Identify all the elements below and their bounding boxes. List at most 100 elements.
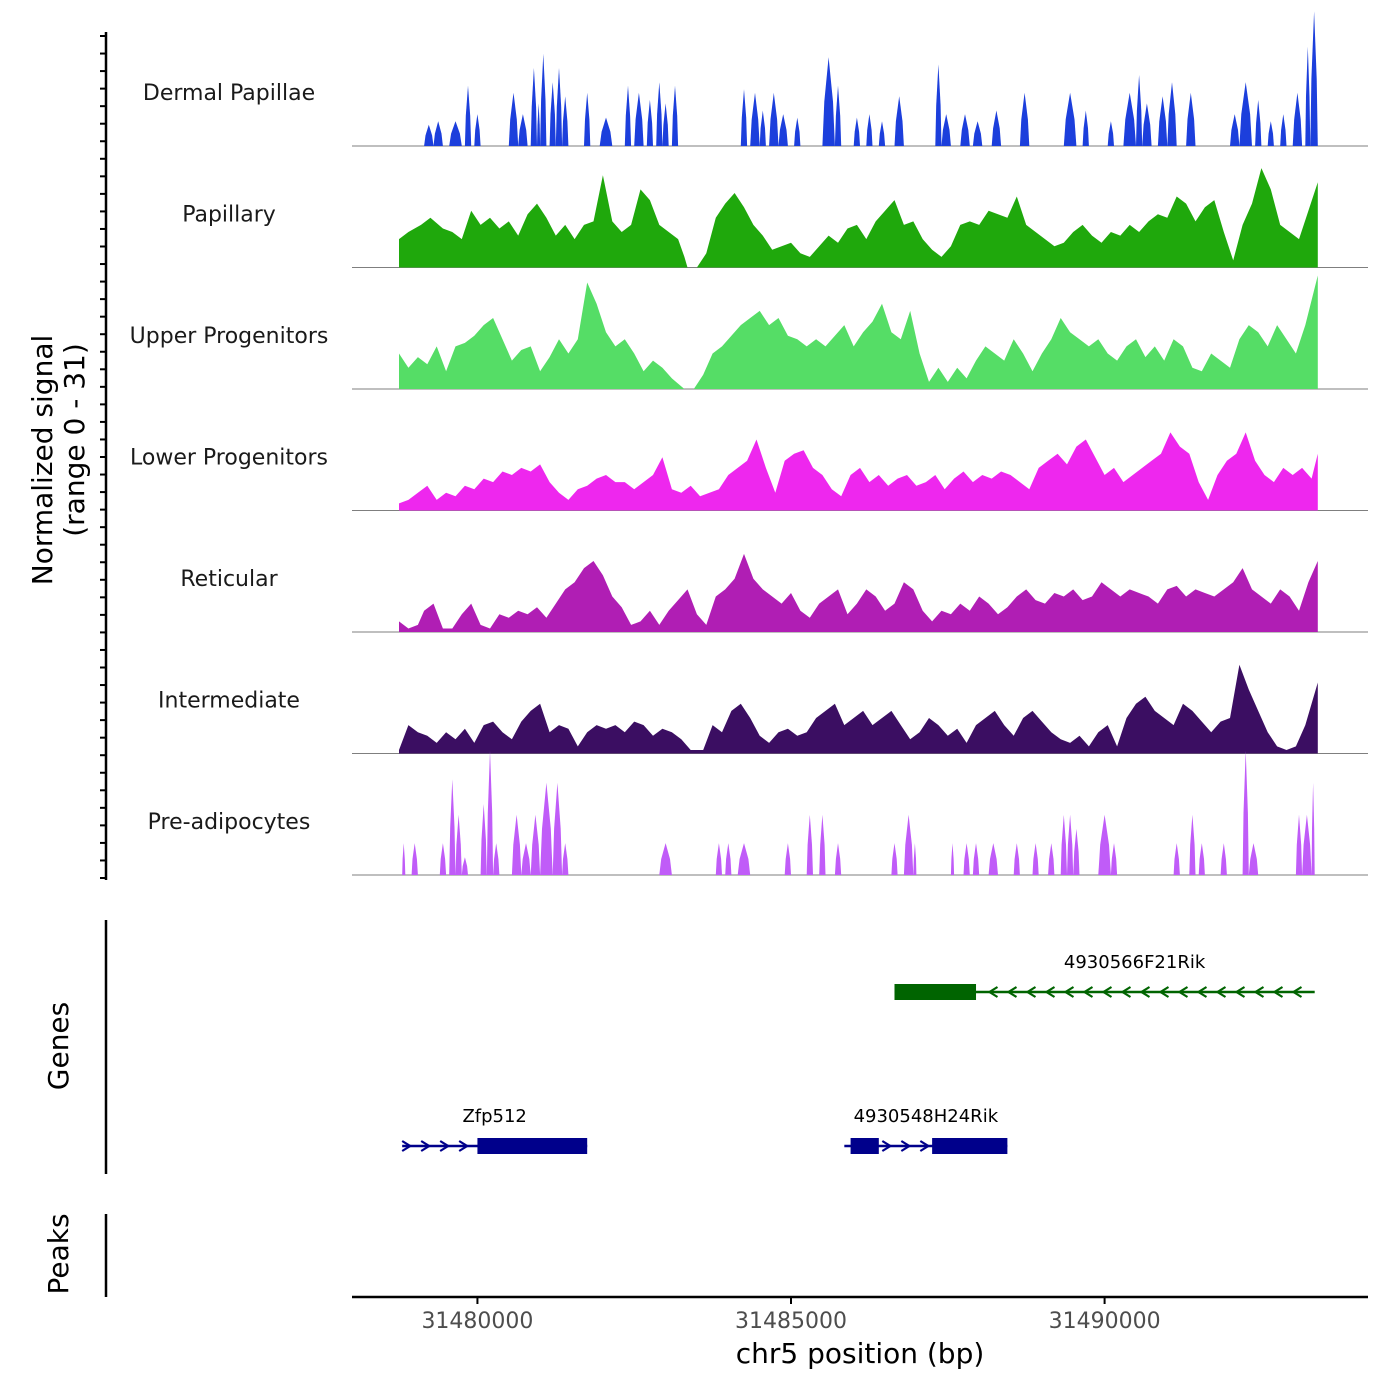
signal-peak <box>903 814 914 875</box>
signal-peak <box>1063 92 1077 146</box>
signal-peak <box>822 57 835 146</box>
signal-peak <box>891 843 898 875</box>
signal-peak <box>1173 843 1180 875</box>
signal-peak <box>537 103 541 146</box>
signal-peak <box>1239 82 1252 146</box>
signal-peak <box>894 96 904 146</box>
track-reticular: Reticular <box>180 553 1368 633</box>
y-axis-title-line1: Normalized signal <box>26 335 59 586</box>
track-lower-progenitors: Lower Progenitors <box>130 432 1368 511</box>
signal-peak <box>508 92 519 146</box>
gene-label: 4930548H24Rik <box>854 1106 999 1127</box>
signal-peak <box>913 843 917 875</box>
signal-peak <box>455 814 462 875</box>
signal-peak <box>584 92 591 146</box>
track-intermediate: Intermediate <box>158 664 1368 754</box>
gene-label: 4930566F21Rik <box>1064 952 1206 973</box>
signal-peak <box>461 857 468 875</box>
signal-peak <box>433 121 443 146</box>
signal-peak <box>834 843 842 875</box>
signal-peak <box>1292 92 1303 146</box>
strand-arrow-icon <box>900 1140 912 1152</box>
strand-arrow-icon <box>1006 986 1018 998</box>
gene-label: Zfp512 <box>462 1106 526 1127</box>
signal-peak <box>662 103 669 146</box>
signal-peak <box>1311 782 1315 875</box>
signal-peak <box>1189 814 1196 875</box>
strand-arrow-icon <box>420 1140 432 1152</box>
x-axis: 31480000 31485000 31490000 <box>352 1295 1368 1334</box>
strand-arrow-icon <box>987 986 999 998</box>
signal-peak <box>540 782 553 875</box>
signal-peak <box>1048 843 1055 875</box>
signal-peak <box>878 121 886 146</box>
signal-peak <box>449 779 456 875</box>
signal-peak <box>784 843 791 875</box>
gene-exon <box>932 1138 1008 1154</box>
left-axes <box>100 32 108 1297</box>
signal-peak <box>972 121 983 146</box>
strand-arrow-icon <box>1272 986 1284 998</box>
x-tick-label: 31490000 <box>1049 1309 1161 1334</box>
signal-peak <box>988 843 998 875</box>
signal-peak <box>1098 814 1111 875</box>
strand-arrow-icon <box>1082 986 1094 998</box>
signal-peak <box>1032 843 1039 875</box>
signal-peak <box>1142 103 1152 146</box>
strand-arrow-icon <box>1025 986 1037 998</box>
signal-peak <box>1136 75 1143 146</box>
strand-arrow-icon <box>1158 986 1170 998</box>
track-label: Reticular <box>180 567 278 592</box>
signal-peak <box>439 843 447 875</box>
signal-peak <box>750 92 760 146</box>
signal-peak <box>493 843 500 875</box>
track-label: Dermal Papillae <box>143 81 315 106</box>
strand-arrow-icon <box>1139 986 1151 998</box>
gene-annotation-track: 4930566F21Rik Zfp512 4930548H24Rik <box>401 952 1315 1154</box>
strand-arrow-icon <box>1215 986 1227 998</box>
track-pre-adipocytes: Pre-adipocytes <box>148 750 1368 876</box>
track-papillary: Papillary <box>182 168 1368 268</box>
x-axis-title: chr5 position (bp) <box>736 1337 985 1370</box>
signal-peak <box>449 121 462 146</box>
signal-peak <box>474 114 481 146</box>
signal-peak <box>1019 92 1030 146</box>
signal-peak <box>424 124 434 146</box>
signal-peak <box>737 843 751 875</box>
signal-peak <box>518 114 528 146</box>
gene-exon <box>477 1138 588 1154</box>
signal-peak <box>486 750 494 875</box>
gene-exon <box>850 1138 879 1154</box>
signal-peak <box>411 843 418 875</box>
signal-peak <box>1267 121 1274 146</box>
signal-area-lower-progenitors <box>399 432 1318 511</box>
gene-4930548h24rik: 4930548H24Rik <box>844 1106 1008 1154</box>
signal-peak <box>1110 843 1118 875</box>
gene-zfp512: Zfp512 <box>401 1106 588 1154</box>
track-upper-progenitors: Upper Progenitors <box>130 275 1368 390</box>
signal-peak <box>1082 110 1089 146</box>
track-label: Upper Progenitors <box>130 324 329 349</box>
signal-peak <box>1186 92 1196 146</box>
signal-peak <box>480 804 487 875</box>
gene-4930566f21rik: 4930566F21Rik <box>894 952 1315 1000</box>
signal-peak <box>634 92 644 146</box>
gene-exon <box>894 984 977 1000</box>
track-label: Intermediate <box>158 689 300 714</box>
signal-peak <box>521 843 531 875</box>
signal-peak <box>1230 114 1240 146</box>
signal-peak <box>530 67 537 146</box>
signal-peak <box>1248 843 1259 875</box>
signal-peak <box>555 67 563 146</box>
signal-peak <box>740 89 748 146</box>
genes-axis-title: Genes <box>42 1002 75 1090</box>
signal-peak <box>1255 99 1262 146</box>
signal-peak <box>963 843 970 875</box>
signal-peak <box>1310 11 1318 147</box>
signal-peak <box>671 85 679 146</box>
strand-arrow-icon <box>881 1140 893 1152</box>
signal-peak <box>972 843 980 875</box>
signal-peak <box>1157 96 1168 146</box>
strand-arrow-icon <box>1253 986 1265 998</box>
